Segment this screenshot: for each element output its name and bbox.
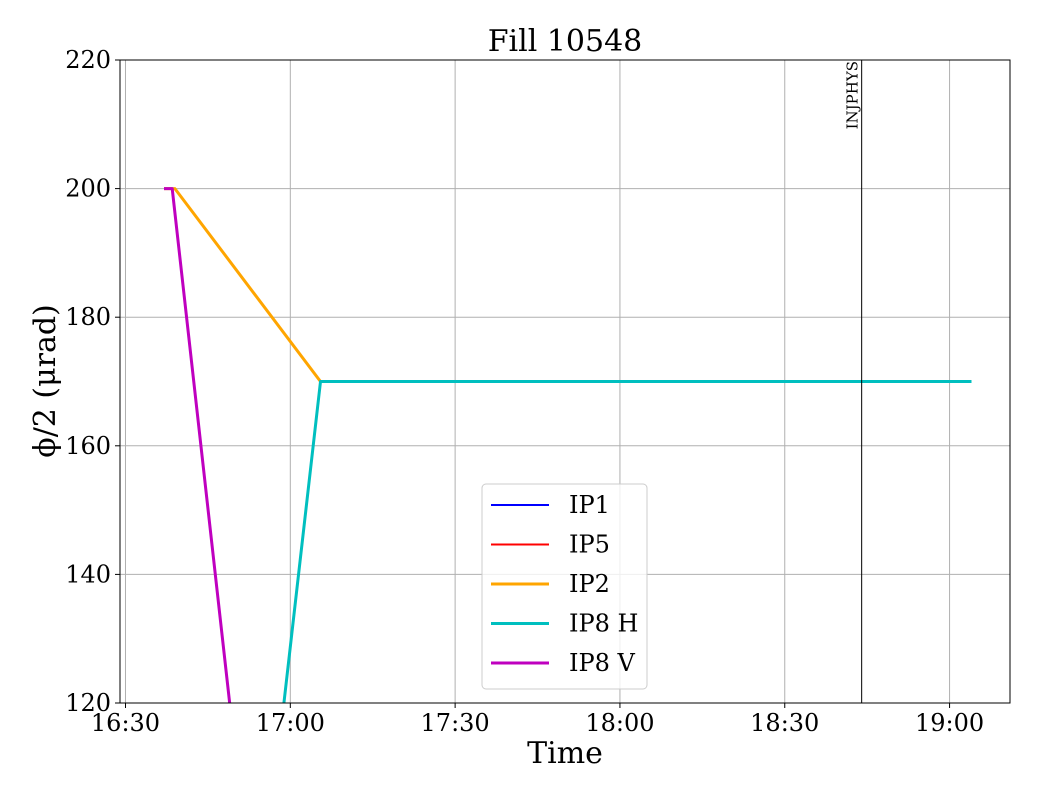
legend-label: IP8 H	[569, 610, 638, 638]
series-line-ip8-h	[282, 380, 972, 703]
x-tick-label: 17:30	[421, 709, 490, 737]
x-tick-label: 16:30	[91, 709, 160, 737]
legend: IP1 IP5 IP2 IP8 H IP8 V	[481, 483, 648, 690]
legend-box	[481, 483, 648, 690]
legend-label: IP1	[569, 491, 610, 519]
y-tick-label: 140	[65, 560, 111, 588]
plot-frame	[119, 59, 1011, 704]
series-line-ip8-v	[164, 187, 232, 703]
legend-label: IP5	[569, 531, 610, 559]
y-tick-label: 120	[65, 689, 111, 717]
ticks: 16:30 17:00 17:30 18:00 18:30 19:00 120 140 160 1…	[65, 46, 984, 737]
y-axis-label: ϕ/2 (μrad)	[28, 304, 63, 458]
legend-label: IP2	[569, 570, 610, 598]
chart-title: Fill 10548	[488, 24, 643, 59]
annotations: INJPHYS	[844, 60, 863, 703]
x-axis-label: Time	[527, 736, 603, 771]
y-tick-label: 200	[65, 175, 111, 203]
series-lines	[164, 187, 972, 703]
x-tick-label: 17:00	[256, 709, 325, 737]
y-tick-label: 160	[65, 432, 111, 460]
y-tick-label: 220	[65, 46, 111, 74]
x-tick-label: 18:00	[585, 709, 654, 737]
series-line-ip2	[164, 187, 972, 383]
x-tick-label: 19:00	[915, 709, 984, 737]
y-tick-label: 180	[65, 303, 111, 331]
x-tick-label: 18:30	[750, 709, 819, 737]
annotation-label: INJPHYS	[844, 61, 862, 129]
legend-label: IP8 V	[569, 649, 636, 677]
